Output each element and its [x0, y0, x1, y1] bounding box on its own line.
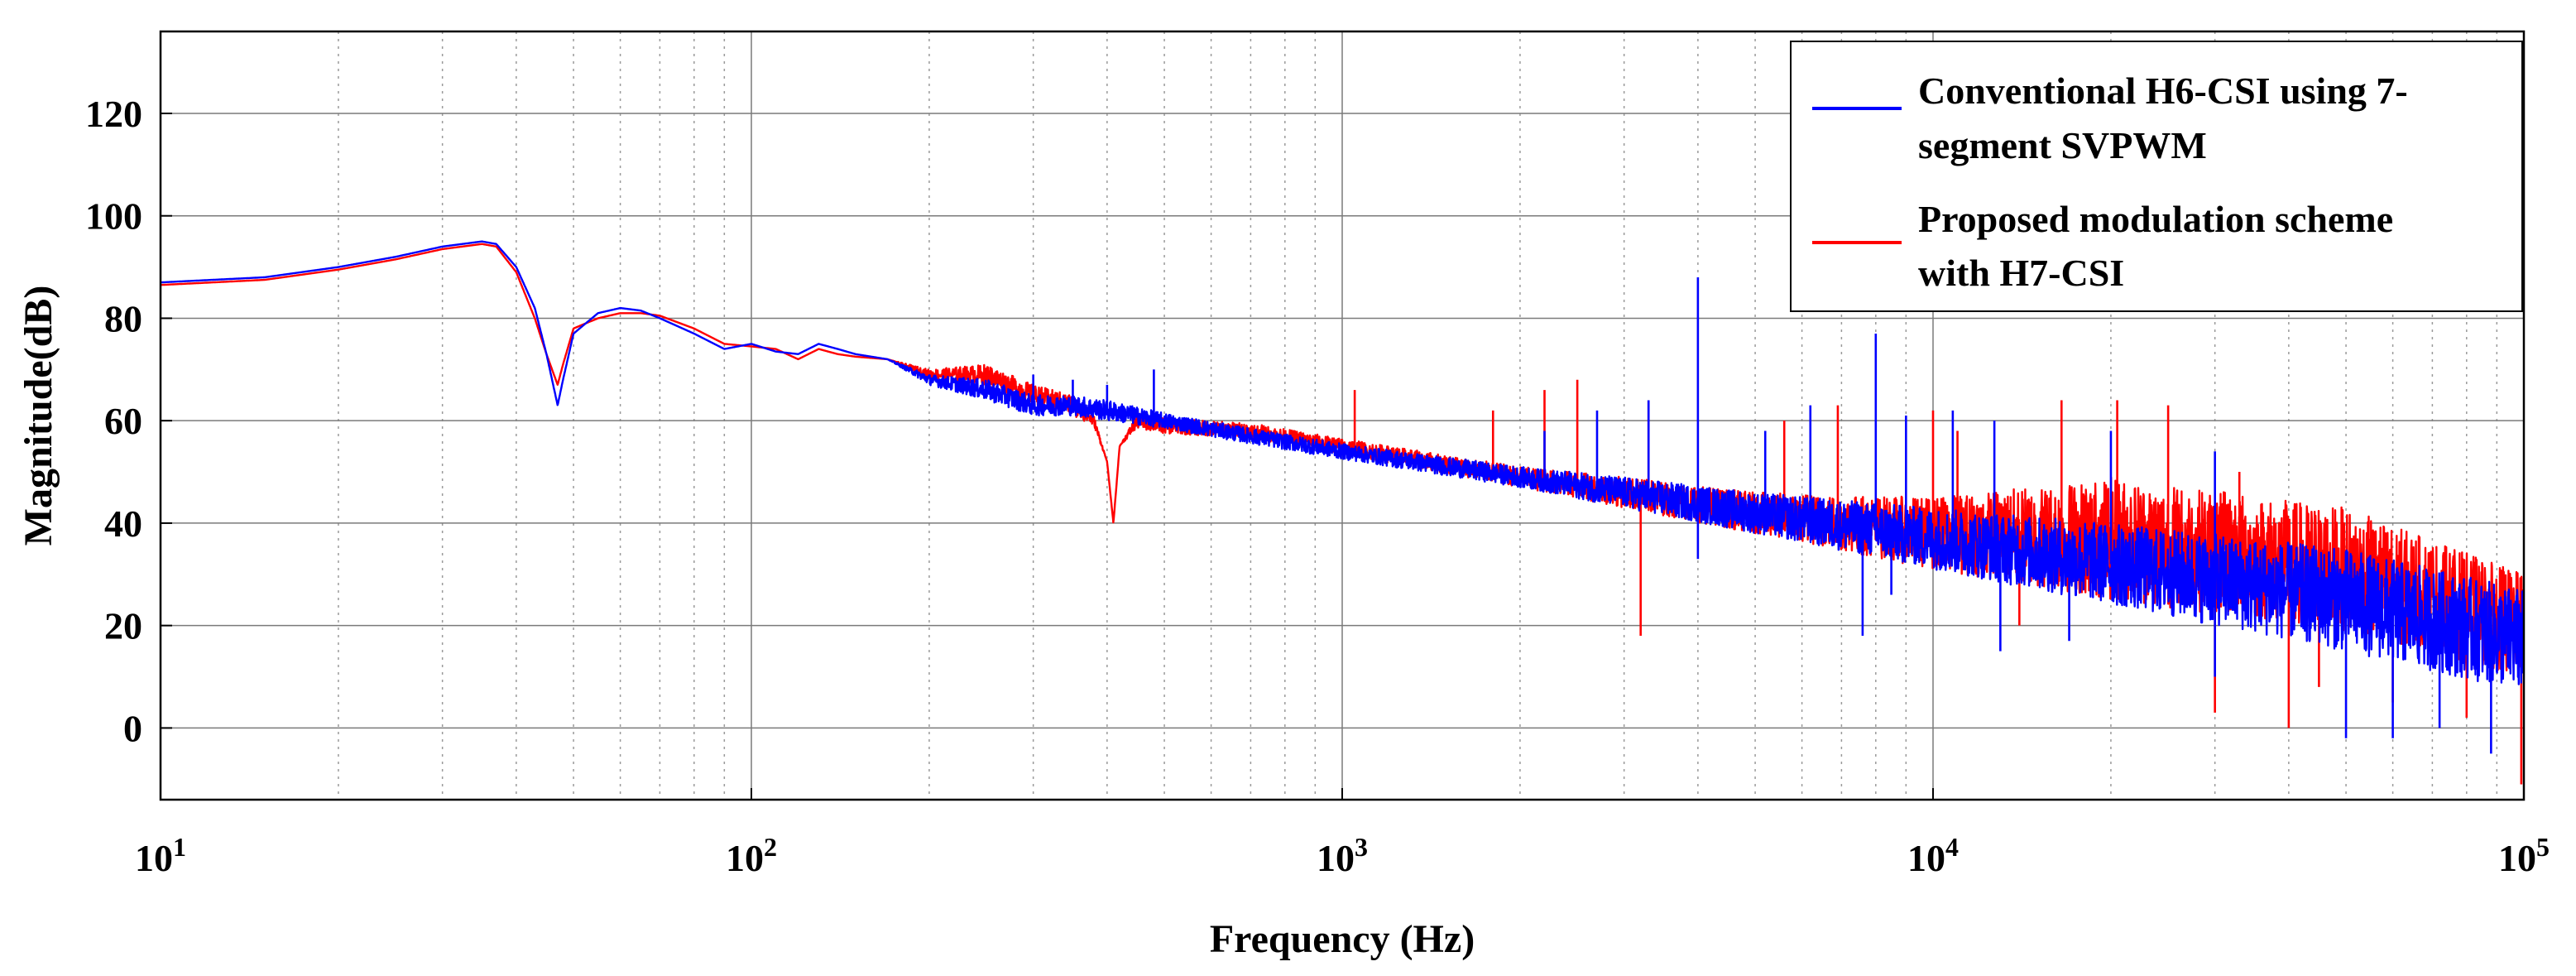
series-layer [161, 240, 2524, 785]
legend-label-conventional-line1: Conventional H6-CSI using 7- [1918, 70, 2408, 112]
x-tick-label: 103 [1317, 832, 1368, 879]
y-tick-label: 0 [123, 707, 142, 749]
y-tick-label: 40 [104, 502, 142, 545]
y-tick-label: 100 [85, 195, 142, 238]
y-axis-label: Magnitude(dB) [17, 286, 60, 546]
x-tick-label: 105 [2498, 832, 2550, 879]
y-tick-label: 20 [104, 605, 142, 647]
legend-label-conventional-line2: segment SVPWM [1918, 124, 2207, 166]
series-line-conventional [161, 240, 2524, 685]
x-axis-ticks: 101 102 103 104 105 [135, 788, 2550, 879]
y-axis-ticks: 0 20 40 60 80 100 120 [85, 93, 172, 749]
x-tick-label: 102 [726, 832, 777, 879]
y-tick-label: 80 [104, 297, 142, 339]
x-tick-label: 101 [135, 832, 186, 879]
legend-label-proposed-line1: Proposed modulation scheme [1918, 198, 2393, 240]
legend: Conventional H6-CSI using 7- segment SVP… [1790, 41, 2523, 312]
y-tick-label: 120 [85, 93, 142, 135]
x-axis-label: Frequency (Hz) [1210, 917, 1475, 961]
legend-label-proposed-line2: with H7-CSI [1918, 252, 2124, 294]
x-tick-label: 104 [1907, 832, 1959, 879]
y-tick-label: 60 [104, 400, 142, 442]
legend-box [1790, 41, 2523, 312]
